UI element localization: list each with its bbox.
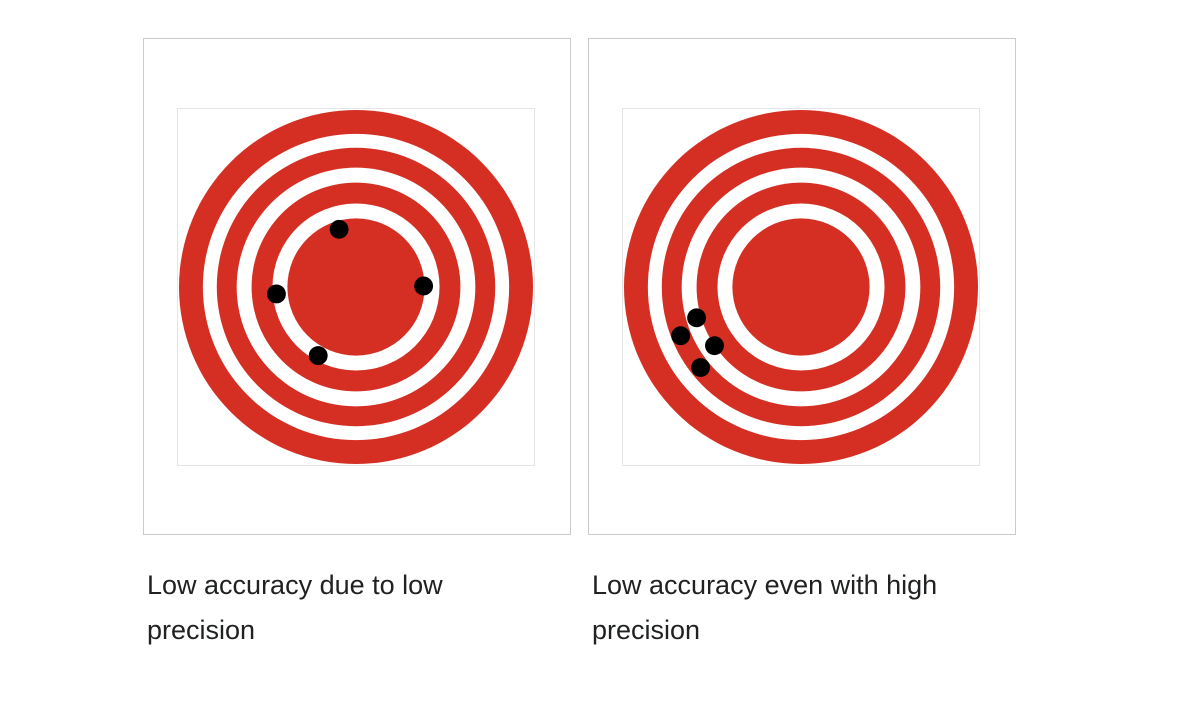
target-bullseye [732,218,870,356]
shot-mark [691,358,711,377]
figure-high-precision [588,38,1016,535]
target-diagram [623,109,979,465]
shot-mark [267,284,286,304]
target-bullseye [287,218,425,356]
target-diagram [178,109,534,465]
target-thumbnail [622,108,980,466]
shot-mark [308,346,328,366]
shot-mark [414,276,434,296]
shot-mark [671,326,691,346]
target-thumbnail [177,108,535,466]
shot-mark [329,219,349,239]
caption-low-precision: Low accuracy due to low precision [147,570,443,645]
shot-mark [705,336,724,356]
caption-high-precision: Low accuracy even with high precision [592,570,938,645]
figure-low-precision [143,38,571,535]
shot-mark [687,308,707,328]
